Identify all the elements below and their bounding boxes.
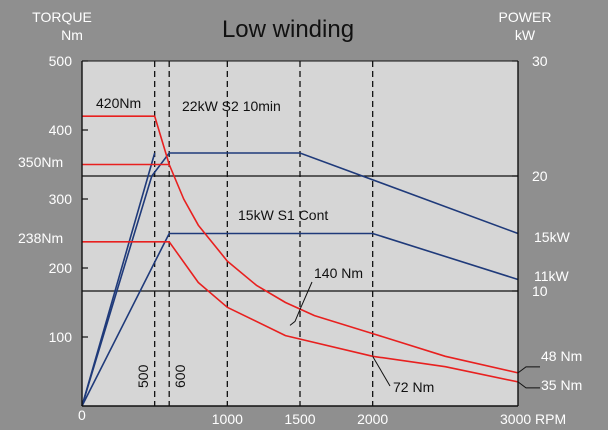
chart-title: Low winding: [222, 16, 354, 43]
torque-start-label-350: 350Nm: [18, 154, 63, 170]
torque-end-label-48: 48 Nm: [541, 348, 582, 364]
annotation-72nm: 72 Nm: [393, 379, 434, 395]
base-speed-label-600: 600: [172, 364, 188, 388]
power-curve-1: [81, 232, 519, 407]
power-end-label-s1: 11kW: [534, 268, 570, 284]
leader-35nm: [517, 381, 540, 389]
power-curve-2: [81, 152, 156, 407]
annotation-140nm: 140 Nm: [314, 265, 363, 281]
y-left-tick-label-200: 200: [49, 260, 73, 276]
y-right-tick-label-30: 30: [532, 53, 548, 69]
torque-curve-2: [82, 241, 519, 383]
y-left-tick-label-100: 100: [49, 329, 73, 345]
annotation-leader-72nm: [372, 356, 391, 387]
leader-48nm: [517, 366, 540, 374]
x-tick-label-0: 0: [78, 407, 86, 423]
y-left-tick-label-500: 500: [49, 53, 73, 69]
torque-curve-0: [82, 115, 519, 374]
y-left-tick-label-300: 300: [49, 191, 73, 207]
x-tick-label-2000: 2000: [357, 411, 388, 427]
y-right-tick-label-10: 10: [532, 283, 548, 299]
axes: [81, 60, 540, 407]
torque-end-label-35: 35 Nm: [541, 377, 582, 393]
y-left-axis-label: TORQUE: [32, 9, 92, 25]
power-curve-0: [81, 152, 519, 407]
y-left-tick-label-400: 400: [49, 122, 73, 138]
annotation-leader-140nm: [289, 309, 301, 326]
y-left-axis-unit: Nm: [61, 27, 83, 43]
y-right-tick-label-20: 20: [532, 168, 548, 184]
power-end-label-s2: 15kW: [534, 229, 571, 245]
x-tick-label-3000: 3000 RPM: [500, 411, 566, 427]
power-series-label-s1: 15kW S1 Cont: [238, 207, 328, 223]
x-tick-label-1000: 1000: [212, 411, 243, 427]
y-right-axis-label: POWER: [499, 9, 552, 25]
y-right-axis-unit: kW: [515, 27, 536, 43]
base-speed-label-500: 500: [135, 364, 151, 388]
torque-start-label-420: 420Nm: [96, 95, 141, 111]
torque-start-label-238: 238Nm: [18, 230, 63, 246]
x-tick-label-1500: 1500: [284, 411, 315, 427]
annotation-leader-140nm-tail: [299, 281, 313, 310]
power-curves: [81, 152, 519, 407]
torque-curves: [82, 115, 519, 383]
power-series-label-s2: 22kW S2 10min: [182, 98, 281, 114]
